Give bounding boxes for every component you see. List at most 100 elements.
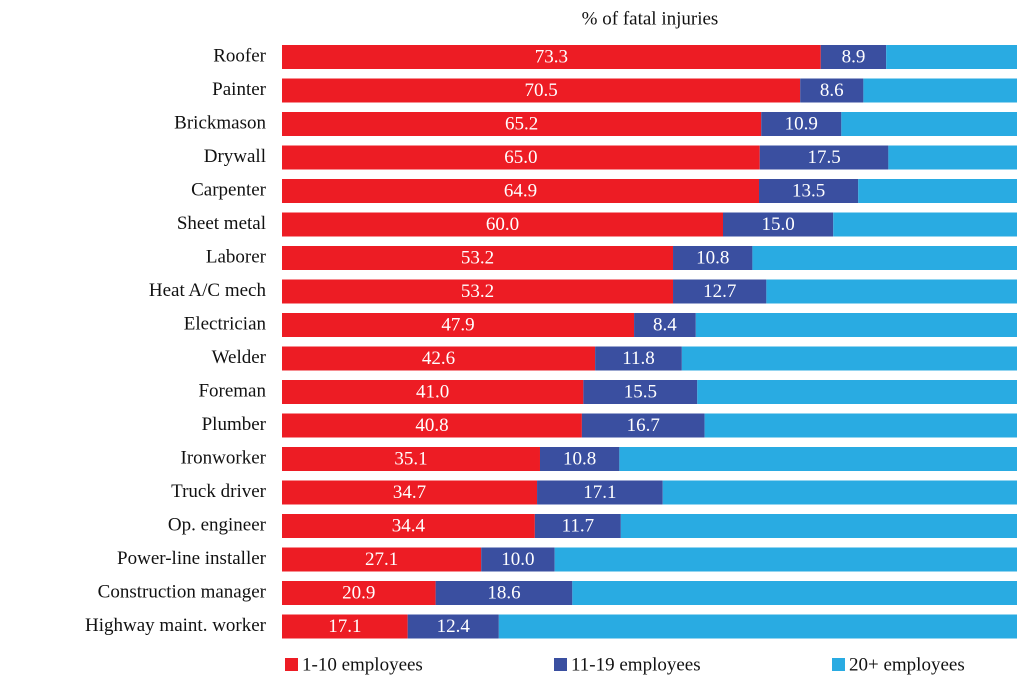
data-label: 53.2 <box>461 247 494 268</box>
data-label: 15.5 <box>624 381 657 402</box>
bar-segment <box>282 413 582 438</box>
bar-segment <box>833 212 1017 237</box>
bar-segment <box>695 313 1017 337</box>
bar-segment <box>282 514 535 538</box>
bar-segment <box>723 212 834 237</box>
bar-segment <box>282 313 635 337</box>
y-tick-label: Foreman <box>198 380 266 401</box>
y-tick-label: Drywall <box>204 146 266 167</box>
legend-swatch <box>554 658 567 671</box>
bar-segment <box>800 78 864 103</box>
bar-segment <box>282 179 760 203</box>
bar-segment <box>620 514 1017 538</box>
data-label: 17.1 <box>328 616 361 637</box>
legend-label: 1-10 employees <box>302 654 423 675</box>
bar-segment <box>282 279 674 304</box>
bar-segment <box>572 581 1017 605</box>
bar-segment <box>282 78 801 103</box>
bar-segment <box>888 145 1017 170</box>
y-tick-label: Sheet metal <box>177 213 266 234</box>
bar-segment <box>282 145 760 170</box>
bar-segment <box>673 279 767 304</box>
bar-segment <box>697 380 1017 404</box>
data-label: 34.4 <box>392 515 426 536</box>
data-label: 70.5 <box>524 80 557 101</box>
bar-segment <box>282 212 723 237</box>
data-label: 47.9 <box>441 314 474 335</box>
data-label: 11.7 <box>562 515 595 536</box>
bar-segment <box>537 480 663 505</box>
bar-segment <box>752 246 1017 270</box>
bar-segment <box>282 547 482 572</box>
bar-segment <box>858 179 1017 203</box>
y-tick-label: Power-line installer <box>117 548 267 569</box>
y-tick-label: Plumber <box>202 414 267 435</box>
data-label: 20.9 <box>342 582 375 603</box>
bar-segment <box>759 145 889 170</box>
bar-segment <box>704 413 1017 438</box>
bar-segment <box>539 447 620 471</box>
data-label: 42.6 <box>422 348 455 369</box>
bar-segment <box>581 413 705 438</box>
y-tick-label: Highway maint. worker <box>85 615 267 636</box>
bar-segment <box>619 447 1017 471</box>
data-label: 10.9 <box>785 113 818 134</box>
bar-segment <box>583 380 698 404</box>
bar-segment <box>282 246 674 270</box>
legend-swatch <box>832 658 845 671</box>
data-label: 12.7 <box>703 281 736 302</box>
y-tick-label: Electrician <box>184 313 267 334</box>
data-label: 40.8 <box>415 415 448 436</box>
data-label: 12.4 <box>437 616 471 637</box>
bar-segment <box>841 112 1017 136</box>
bar-segment <box>282 447 540 471</box>
data-label: 65.0 <box>504 147 537 168</box>
legend-swatch <box>285 658 298 671</box>
bar-segment <box>282 346 596 371</box>
y-tick-label: Painter <box>212 79 266 100</box>
data-label: 16.7 <box>627 415 660 436</box>
data-label: 10.8 <box>696 247 729 268</box>
bar-segment <box>282 45 821 69</box>
chart-title: % of fatal injuries <box>582 8 719 29</box>
bar-segment <box>282 112 762 136</box>
data-label: 8.9 <box>842 46 866 67</box>
data-label: 65.2 <box>505 113 538 134</box>
bar-segment <box>673 246 753 270</box>
y-tick-label: Carpenter <box>191 179 267 200</box>
data-label: 17.5 <box>807 147 840 168</box>
bar-segment <box>886 45 1017 69</box>
data-label: 17.1 <box>583 482 616 503</box>
data-label: 41.0 <box>416 381 449 402</box>
bar-segment <box>761 112 842 136</box>
legend-label: 20+ employees <box>849 654 965 675</box>
y-tick-label: Welder <box>212 347 267 368</box>
bar-segment <box>435 581 573 605</box>
y-tick-label: Roofer <box>213 45 266 66</box>
data-label: 18.6 <box>487 582 520 603</box>
bar-segment <box>481 547 555 572</box>
bar-segment <box>595 346 682 371</box>
legend-label: 11-19 employees <box>571 654 701 675</box>
bar-segment <box>634 313 696 337</box>
bar-segment <box>681 346 1017 371</box>
bar-segment <box>282 380 584 404</box>
data-label: 10.8 <box>563 448 596 469</box>
data-label: 10.0 <box>501 549 534 570</box>
y-tick-label: Op. engineer <box>168 514 267 535</box>
data-label: 8.4 <box>653 314 677 335</box>
y-tick-label: Ironworker <box>181 447 267 468</box>
data-label: 35.1 <box>394 448 427 469</box>
data-label: 53.2 <box>461 281 494 302</box>
data-label: 60.0 <box>486 214 519 235</box>
bar-segment <box>282 614 408 639</box>
bar-segment <box>766 279 1017 304</box>
bar-segment <box>820 45 887 69</box>
y-tick-label: Laborer <box>206 246 267 267</box>
data-label: 13.5 <box>792 180 825 201</box>
data-label: 34.7 <box>393 482 426 503</box>
bar-segment <box>662 480 1017 505</box>
bar-segment <box>554 547 1017 572</box>
bar-segment <box>498 614 1017 639</box>
